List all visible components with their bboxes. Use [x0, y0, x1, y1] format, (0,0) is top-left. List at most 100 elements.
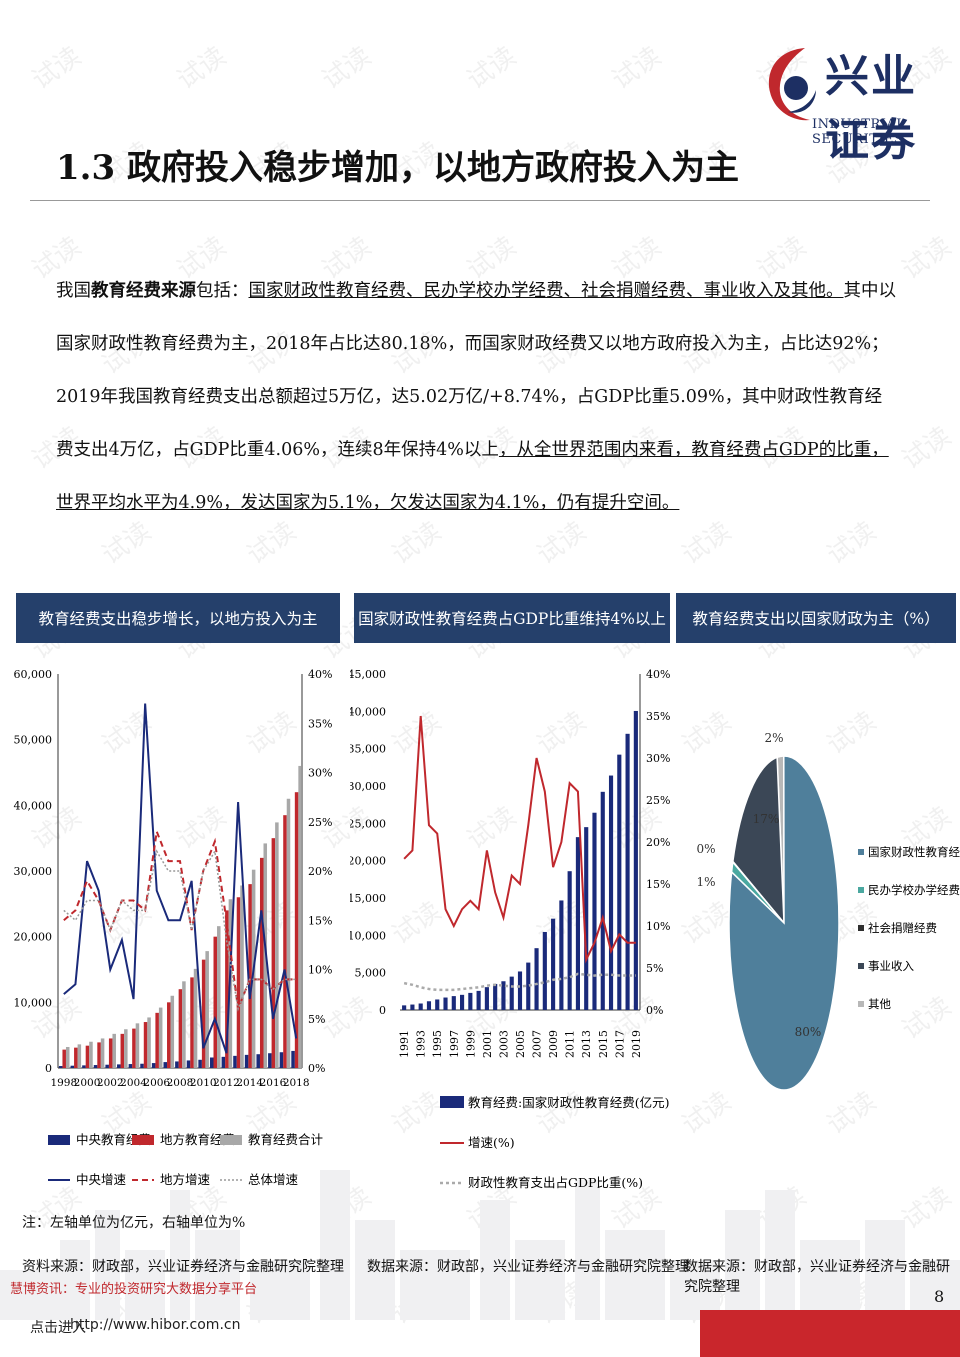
- chart2-left-tick: 45,000: [350, 668, 386, 681]
- chart1-bar: [140, 1063, 144, 1068]
- chart1-x-tick: 2006: [143, 1077, 170, 1089]
- chart2-bar: [476, 990, 481, 1010]
- chart3-legend-swatch: [858, 1001, 864, 1007]
- chart2-right-tick: 5%: [646, 962, 663, 975]
- watermark-text: 试读: [897, 421, 957, 475]
- chart1-x-tick: 2004: [120, 1077, 147, 1089]
- chart3-slice-label: 17%: [753, 812, 780, 826]
- chart1-bar: [108, 1038, 113, 1068]
- chart1-bar: [132, 1028, 136, 1068]
- chart1-bar: [135, 1023, 140, 1068]
- chart1-bar: [58, 1066, 63, 1068]
- chart1-bar: [205, 951, 209, 1068]
- chart1-bar: [143, 1022, 148, 1068]
- watermark-text: 试读: [172, 41, 232, 95]
- chart1-left-tick: 10,000: [14, 996, 53, 1009]
- chart1-bar: [74, 1047, 78, 1068]
- chart2-x-tick: 1993: [415, 1030, 428, 1058]
- chart1-bar: [240, 885, 244, 1068]
- chart2-bar: [625, 733, 630, 1010]
- chart1-bar: [294, 792, 299, 1068]
- intro-paragraph: 我国教育经费来源包括：国家财政性教育经费、民办学校办学经费、社会捐赠经费、事业收…: [56, 265, 896, 530]
- chart1-bar: [170, 995, 175, 1068]
- chart1-x-tick: 2000: [74, 1077, 101, 1089]
- chart2-left-tick: 35,000: [350, 743, 386, 756]
- chart1-x-tick: 1998: [50, 1077, 77, 1089]
- chart2-x-tick: 2013: [580, 1030, 593, 1058]
- chart1-bar: [209, 1057, 214, 1068]
- chart1-right-tick: 20%: [308, 865, 332, 878]
- chart1-bar: [190, 977, 194, 1068]
- chart2-bar: [451, 996, 456, 1010]
- chart1-bar: [77, 1044, 82, 1068]
- chart1-bar: [225, 910, 229, 1068]
- chart2-x-tick: 2019: [630, 1030, 643, 1058]
- title-divider: [30, 200, 930, 201]
- chart1-bar: [151, 1063, 156, 1068]
- chart3-legend-label: 事业收入: [868, 959, 914, 973]
- chart3-slices: [728, 755, 840, 1091]
- chart2-bar: [410, 1004, 415, 1010]
- chart2-bar: [542, 931, 547, 1010]
- footer-click-label[interactable]: 点击进入: [30, 1320, 86, 1336]
- chart1-right-tick: 40%: [308, 668, 332, 681]
- chart1-legend-swatch: [48, 1135, 70, 1145]
- chart2-x-tick: 2005: [514, 1030, 527, 1058]
- chart1-bar: [286, 798, 291, 1068]
- watermark-text: 试读: [462, 41, 522, 95]
- chart1-bar: [236, 897, 241, 1068]
- chart2-right-tick: 40%: [646, 668, 670, 681]
- chart2-right-tick: 10%: [646, 920, 670, 933]
- watermark-text: 试读: [897, 231, 957, 285]
- chart2-bar: [484, 987, 489, 1010]
- chart3-pie: 2% 17% 0% 1% 80% 国家财政性教育经费民办学校办学经费社会捐赠经费事业收入…: [696, 731, 960, 1091]
- chart1-source: 资料来源：财政部，兴业证券经济与金融研究院整理: [22, 1259, 344, 1275]
- chart1-legend-label: 中央增速: [76, 1172, 127, 1187]
- chart2-right-tick: 25%: [646, 794, 670, 807]
- chart1-right-tick: 10%: [308, 964, 332, 977]
- chart1-education-spending: 0 10,000 20,000 30,000 40,000 50,000 60,000 0% 5…: [14, 668, 333, 1187]
- chart2-source: 数据来源：财政部，兴业证券经济与金融研究院整理: [367, 1259, 689, 1275]
- footer-site-link[interactable]: http://www.hibor.com.cn: [70, 1317, 241, 1333]
- logo-subtitle: INDUSTRIAL SECURITIES: [812, 117, 906, 147]
- chart2-bar: [509, 976, 514, 1010]
- chart1-bar: [186, 1060, 191, 1068]
- chart1-bar: [89, 1041, 93, 1068]
- chart1-bar: [198, 1059, 202, 1068]
- chart2-right-tick: 15%: [646, 878, 670, 891]
- chart2-bar: [443, 997, 448, 1010]
- chart1-bar: [120, 1033, 125, 1068]
- chart3-legend-label: 国家财政性教育经费: [868, 845, 960, 859]
- intro-bold-term: 教育经费来源: [91, 281, 196, 301]
- chart1-bar: [147, 1017, 151, 1068]
- watermark-text: 试读: [317, 41, 377, 95]
- chart1-right-tick: 25%: [308, 816, 332, 829]
- chart1-bar: [275, 822, 279, 1068]
- chart1-x-tick: 2008: [167, 1077, 194, 1089]
- chart3-legend-swatch: [858, 887, 864, 893]
- chart1-bar: [248, 884, 252, 1068]
- chart2-left-tick: 15,000: [350, 892, 386, 905]
- chart2-axes: 0 5,000 10,000 15,000 20,000 25,000 30,000 35,0…: [350, 668, 670, 1058]
- chart2-bar: [426, 1001, 432, 1010]
- chart1-legend-label: 教育经费合计: [248, 1132, 323, 1147]
- chart2-left-tick: 20,000: [350, 855, 386, 868]
- chart2-bar: [435, 999, 440, 1010]
- chart1-bar: [167, 1002, 171, 1068]
- chart1-legend-label: 总体增速: [248, 1172, 299, 1187]
- footer-accent: [700, 1310, 960, 1357]
- chart1-right-tick: 0%: [308, 1062, 325, 1075]
- chart1-bar: [163, 1062, 168, 1068]
- chart1-left-tick: 60,000: [14, 668, 53, 681]
- chart1-x-tick: 2010: [190, 1077, 217, 1089]
- chart3-slice-label: 0%: [696, 842, 715, 856]
- chart1-bar: [93, 1065, 98, 1068]
- chart2-x-tick: 1995: [431, 1030, 444, 1058]
- logo-text: 兴业证券: [825, 51, 917, 166]
- chart2-bar: [633, 710, 638, 1010]
- chart1-bar: [182, 981, 186, 1068]
- chart1-bar: [256, 1054, 260, 1068]
- chart3-legend-swatch: [858, 849, 864, 855]
- chart3-legend: 国家财政性教育经费民办学校办学经费社会捐赠经费事业收入其他: [858, 845, 960, 1011]
